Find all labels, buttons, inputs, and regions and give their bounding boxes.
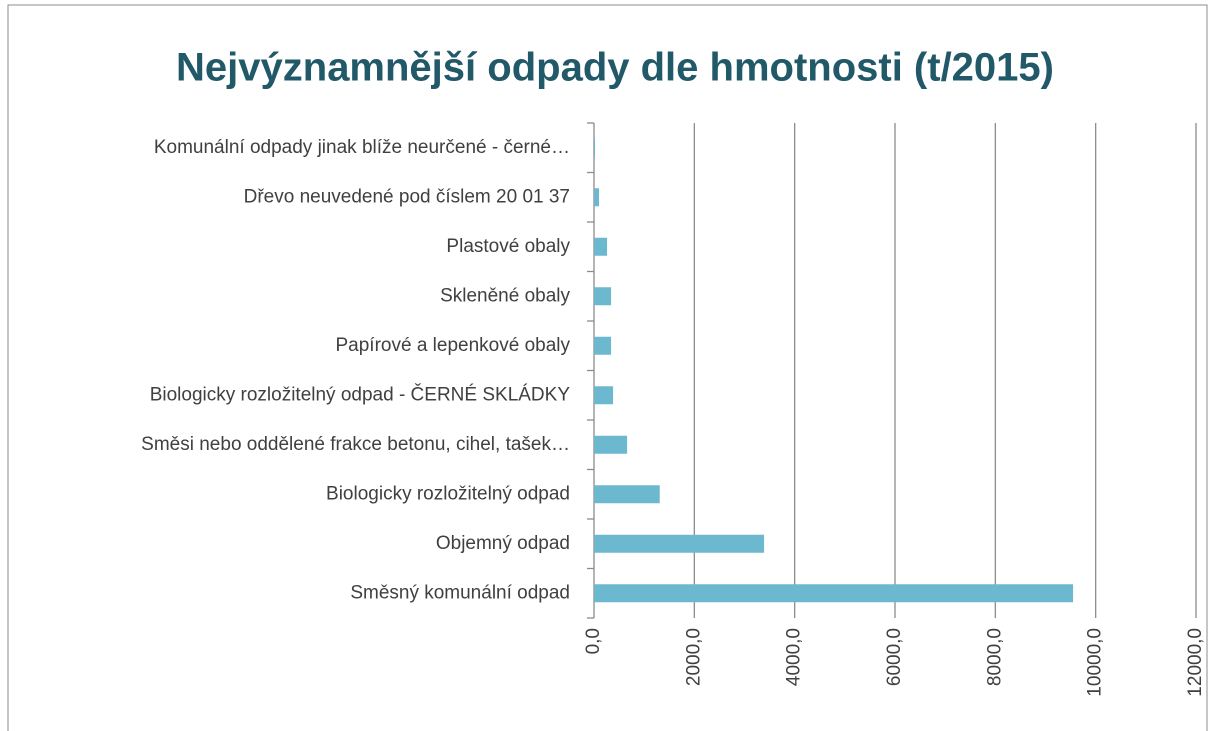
y-tick-label: Dřevo neuvedené pod číslem 20 01 37 (244, 186, 570, 207)
bar (594, 188, 600, 207)
y-tick-label: Směsi nebo oddělené frakce betonu, cihel… (141, 434, 570, 455)
bar (594, 336, 612, 355)
x-tick-label: 8000,0 (984, 628, 1005, 686)
bar (594, 485, 660, 504)
x-tick-label: 0,0 (583, 628, 604, 654)
y-tick-label: Směsný komunální odpad (350, 582, 570, 603)
y-tick-label: Biologicky rozložitelný odpad - ČERNÉ SK… (150, 383, 571, 405)
bar (594, 386, 614, 405)
x-tick-label: 6000,0 (884, 628, 905, 686)
bar (594, 287, 612, 306)
y-tick-label: Objemný odpad (436, 533, 570, 554)
chart-title: Nejvýznamnější odpady dle hmotnosti (t/2… (176, 46, 1054, 90)
x-tick-label: 2000,0 (683, 628, 704, 686)
bar (594, 534, 765, 553)
y-tick-label: Papírové a lepenkové obaly (336, 335, 571, 356)
x-tick-label: 4000,0 (784, 628, 805, 686)
x-tick-label: 10000,0 (1085, 628, 1106, 697)
y-tick-label: Skleněné obaly (440, 285, 570, 306)
bar (594, 584, 1074, 603)
x-tick-label: 12000,0 (1185, 628, 1206, 697)
chart-frame (7, 4, 1208, 731)
bar (594, 237, 608, 256)
y-tick-label: Biologicky rozložitelný odpad (326, 483, 570, 504)
y-tick-label: Komunální odpady jinak blíže neurčené - … (154, 137, 570, 158)
y-tick-label: Plastové obaly (446, 236, 570, 257)
bar (594, 435, 628, 454)
bar (594, 138, 596, 157)
